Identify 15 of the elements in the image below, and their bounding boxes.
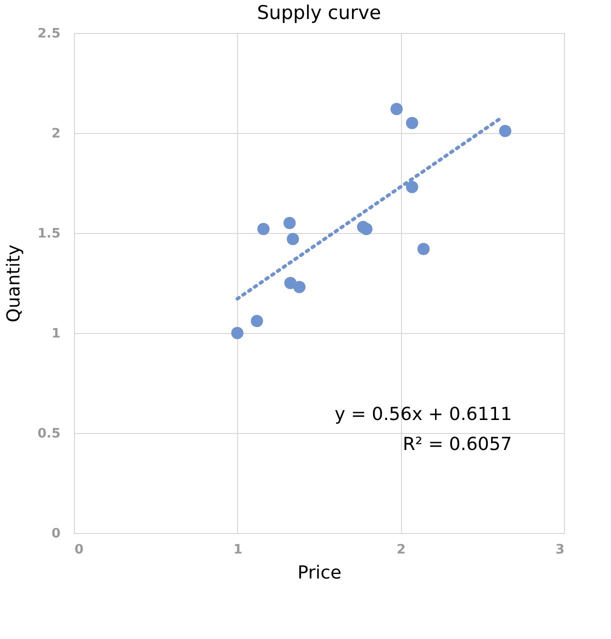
y-axis-title: Quantity: [3, 244, 24, 322]
annotation: R² = 0.6057: [402, 434, 512, 455]
y-tick-label: 2: [51, 126, 60, 142]
x-tick-label: 0: [74, 542, 84, 558]
y-tick-label: 1: [51, 326, 60, 342]
x-tick-label: 2: [396, 542, 406, 558]
chart-title: Supply curve: [256, 2, 382, 24]
x-tick-label: 1: [233, 542, 242, 558]
y-tick-label: 2.5: [37, 26, 60, 42]
annotation: y = 0.56x + 0.6111: [334, 404, 512, 425]
y-tick-label: 0.5: [37, 426, 60, 442]
y-tick-label: 1.5: [37, 226, 60, 242]
x-axis-title: Price: [298, 562, 342, 584]
y-tick-label: 0: [51, 526, 60, 542]
x-tick-label: 3: [555, 542, 564, 558]
